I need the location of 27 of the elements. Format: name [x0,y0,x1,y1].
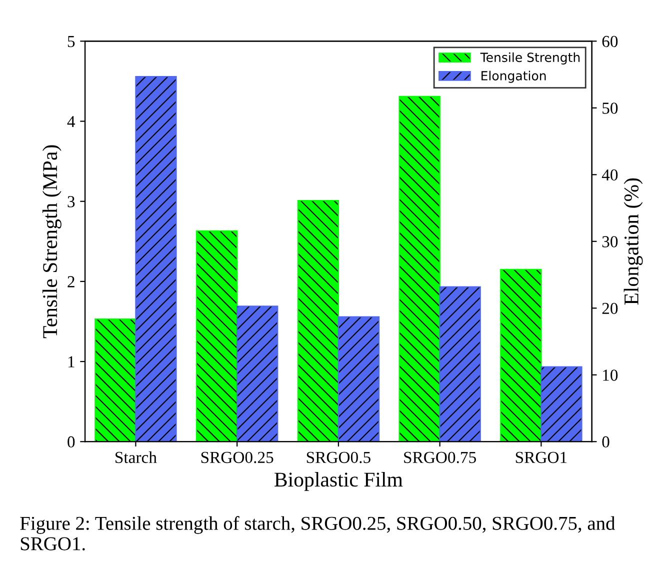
y2-tick-label: 20 [602,302,618,314]
y2-tick-label: 0 [602,436,610,448]
y2-axis-title: Elongation (%) [624,178,643,305]
y-tick-label: 3 [68,196,75,208]
x-tick-label: SRGO0.75 [404,452,476,464]
legend-label: Elongation [482,70,546,83]
bar [135,76,177,442]
y2-tick-label: 30 [602,236,618,248]
y-tick-label: 2 [68,276,74,288]
y-tick-label: 0 [68,436,75,448]
bar [398,96,440,442]
x-tick-label: SRGO1 [516,452,567,464]
y2-tick-label: 10 [603,370,618,381]
y-tick-label: 1 [68,356,74,368]
x-tick-label: Starch [116,451,157,464]
legend-label: Tensile Strength [480,52,580,65]
bar [500,268,542,442]
y2-tick-label: 60 [602,36,618,48]
y2-tick-label: 50 [602,102,618,114]
caption: Figure 2: Tensile strength of starch, SRGO0.25, SRGO0.50, SRGO0.75, and SRGO1. [20,516,616,550]
x-tick-label: SRGO0.5 [306,452,370,464]
y-axis-title: Tensile Strength (MPa) [42,145,62,338]
x-axis-title: Bioplastic Film [274,472,403,491]
y2-tick-label: 40 [602,169,618,181]
y-tick-label: 5 [68,36,75,48]
x-tick-label: SRGO0.25 [201,452,274,464]
y-tick-label: 4 [67,116,76,128]
